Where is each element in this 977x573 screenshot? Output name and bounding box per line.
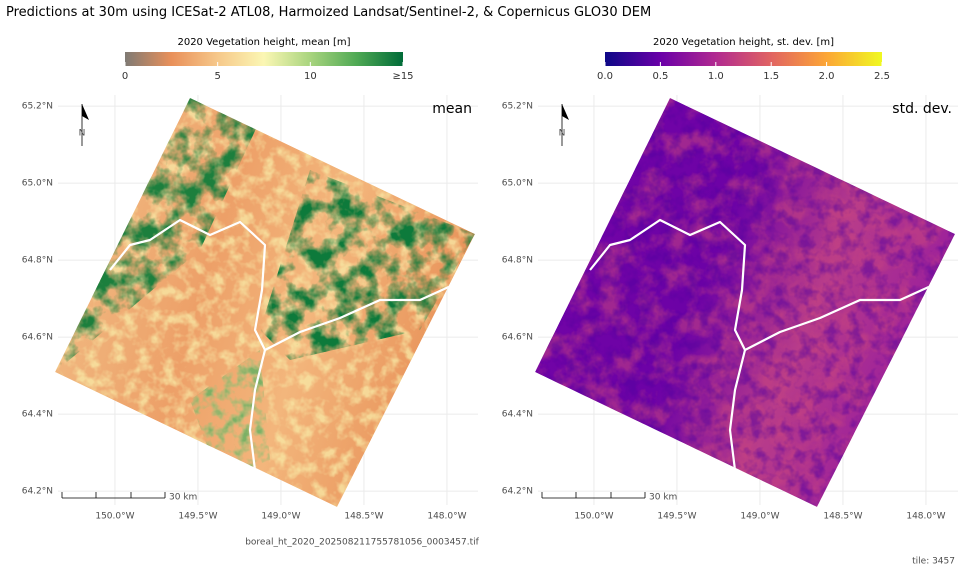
lat-tick-label: 64.4°N <box>22 410 53 420</box>
lat-tick-label: 64.8°N <box>502 256 533 266</box>
lat-tick-label: 65.2°N <box>22 102 53 112</box>
scale-bar-label: 30 km <box>169 493 197 503</box>
lat-tick-label: 64.6°N <box>22 333 53 343</box>
colorbar-tick-label: 5 <box>214 71 220 82</box>
lat-tick-label: 65.0°N <box>22 179 53 189</box>
colorbar-title: 2020 Vegetation height, mean [m] <box>177 37 350 48</box>
lat-tick-label: 64.8°N <box>22 256 53 266</box>
figure-title: Predictions at 30m using ICESat-2 ATL08,… <box>6 5 651 20</box>
colorbar-tick-label: ≥15 <box>392 71 413 82</box>
colorbar-title: 2020 Vegetation height, st. dev. [m] <box>653 37 834 48</box>
colorbar-tick-label: 0 <box>122 71 128 82</box>
colorbar-tick-label: 10 <box>304 71 317 82</box>
colorbar-tick-label: 1.5 <box>763 71 779 82</box>
north-label: N <box>79 129 86 139</box>
lat-tick-label: 64.2°N <box>502 487 533 497</box>
lon-tick-label: 149.0°W <box>261 512 300 522</box>
panel-label: mean <box>432 101 472 117</box>
lat-tick-label: 65.0°N <box>502 179 533 189</box>
lat-tick-label: 65.2°N <box>502 102 533 112</box>
lat-tick-label: 64.4°N <box>502 410 533 420</box>
lon-tick-label: 149.5°W <box>657 512 696 522</box>
panel-label: std. dev. <box>892 101 952 117</box>
north-arrow <box>562 104 569 120</box>
scale-bar-label: 30 km <box>649 493 677 503</box>
lat-tick-label: 64.6°N <box>502 333 533 343</box>
lon-tick-label: 149.0°W <box>740 512 779 522</box>
raster-mean <box>55 98 475 507</box>
colorbar-tick-label: 1.0 <box>708 71 724 82</box>
lon-tick-label: 149.5°W <box>178 512 217 522</box>
lon-tick-label: 148.5°W <box>823 512 862 522</box>
colorbar-tick-label: 2.5 <box>874 71 890 82</box>
colorbar <box>125 52 403 66</box>
lon-tick-label: 148.0°W <box>906 512 945 522</box>
lon-tick-label: 150.0°W <box>95 512 134 522</box>
lon-tick-label: 150.0°W <box>574 512 613 522</box>
lat-tick-label: 64.2°N <box>22 487 53 497</box>
colorbar-tick-label: 0.5 <box>652 71 668 82</box>
lon-tick-label: 148.0°W <box>427 512 466 522</box>
north-arrow <box>82 104 89 120</box>
tile-label: tile: 3457 <box>912 557 955 567</box>
raster-std <box>535 98 955 507</box>
colorbar-tick-label: 2.0 <box>819 71 835 82</box>
north-label: N <box>559 129 566 139</box>
lon-tick-label: 148.5°W <box>344 512 383 522</box>
file-name: boreal_ht_2020_202508211755781056_000345… <box>245 538 479 548</box>
colorbar <box>605 52 882 66</box>
colorbar-tick-label: 0.0 <box>597 71 613 82</box>
